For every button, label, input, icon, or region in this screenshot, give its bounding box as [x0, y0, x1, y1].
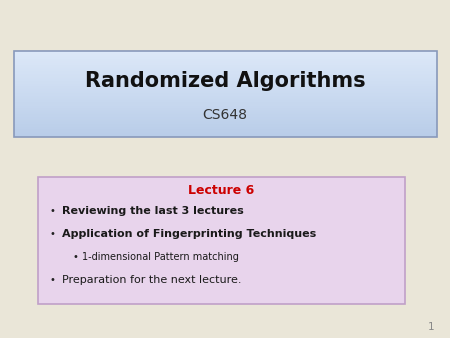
- Bar: [14, 124, 436, 125]
- Bar: [14, 108, 436, 109]
- Bar: [14, 81, 436, 82]
- Bar: [14, 103, 436, 104]
- Bar: [14, 106, 436, 107]
- Bar: [14, 57, 436, 58]
- Bar: [14, 122, 436, 123]
- Bar: [14, 67, 436, 68]
- Bar: [14, 61, 436, 62]
- Bar: [14, 53, 436, 54]
- Text: Application of Fingerprinting Techniques: Application of Fingerprinting Techniques: [62, 228, 316, 239]
- Bar: [14, 126, 436, 127]
- Bar: [14, 58, 436, 59]
- Bar: [14, 93, 436, 94]
- Bar: [14, 128, 436, 129]
- Bar: [14, 71, 436, 72]
- Text: Randomized Algorithms: Randomized Algorithms: [85, 71, 365, 91]
- Bar: [14, 119, 436, 120]
- Bar: [14, 87, 436, 89]
- Text: •: •: [50, 228, 55, 239]
- Bar: [14, 69, 436, 70]
- Bar: [14, 94, 436, 95]
- Bar: [14, 131, 436, 132]
- Bar: [14, 113, 436, 114]
- Bar: [14, 130, 436, 131]
- Bar: [14, 89, 436, 90]
- Bar: [14, 98, 436, 99]
- Bar: [14, 84, 436, 85]
- Bar: [14, 83, 436, 84]
- Text: 1-dimensional Pattern matching: 1-dimensional Pattern matching: [82, 251, 239, 262]
- Bar: [14, 65, 436, 66]
- Bar: [14, 64, 436, 65]
- Bar: [14, 96, 436, 97]
- Bar: [14, 120, 436, 121]
- Text: •: •: [72, 251, 78, 262]
- Bar: [14, 134, 436, 135]
- Bar: [14, 79, 436, 80]
- Bar: [38, 177, 405, 304]
- Bar: [14, 101, 436, 102]
- Bar: [14, 51, 436, 52]
- Bar: [14, 110, 436, 111]
- Bar: [14, 70, 436, 71]
- Bar: [14, 90, 436, 91]
- Bar: [14, 132, 436, 134]
- Bar: [14, 51, 436, 137]
- Bar: [14, 127, 436, 128]
- Bar: [14, 73, 436, 74]
- Bar: [14, 136, 436, 137]
- Bar: [14, 78, 436, 79]
- Bar: [14, 92, 436, 93]
- Bar: [14, 109, 436, 110]
- Bar: [14, 99, 436, 100]
- Bar: [14, 123, 436, 124]
- Bar: [14, 80, 436, 81]
- Bar: [14, 56, 436, 57]
- Bar: [14, 85, 436, 86]
- Bar: [14, 114, 436, 115]
- Bar: [14, 62, 436, 63]
- Bar: [14, 52, 436, 53]
- Bar: [14, 59, 436, 61]
- Bar: [14, 97, 436, 98]
- Bar: [14, 63, 436, 64]
- Text: Reviewing the last 3 lectures: Reviewing the last 3 lectures: [62, 206, 244, 216]
- Bar: [14, 116, 436, 118]
- Bar: [14, 54, 436, 55]
- Bar: [14, 86, 436, 87]
- Bar: [14, 68, 436, 69]
- Text: Lecture 6: Lecture 6: [189, 185, 255, 197]
- Bar: [14, 55, 436, 56]
- Bar: [14, 75, 436, 77]
- Bar: [14, 121, 436, 122]
- Text: •: •: [50, 274, 55, 285]
- Text: •: •: [50, 206, 55, 216]
- Text: CS648: CS648: [202, 108, 248, 122]
- Bar: [14, 74, 436, 75]
- Bar: [14, 118, 436, 119]
- Bar: [14, 107, 436, 108]
- Bar: [14, 95, 436, 96]
- Bar: [14, 112, 436, 113]
- Bar: [14, 66, 436, 67]
- Bar: [14, 102, 436, 103]
- Bar: [14, 111, 436, 112]
- Bar: [14, 77, 436, 78]
- Text: Preparation for the next lecture.: Preparation for the next lecture.: [62, 274, 242, 285]
- Bar: [14, 72, 436, 73]
- Text: 1: 1: [428, 322, 434, 332]
- Bar: [14, 91, 436, 92]
- Bar: [14, 115, 436, 116]
- Bar: [14, 104, 436, 106]
- Bar: [14, 129, 436, 130]
- Bar: [14, 125, 436, 126]
- Bar: [14, 135, 436, 136]
- Bar: [14, 100, 436, 101]
- Bar: [14, 82, 436, 83]
